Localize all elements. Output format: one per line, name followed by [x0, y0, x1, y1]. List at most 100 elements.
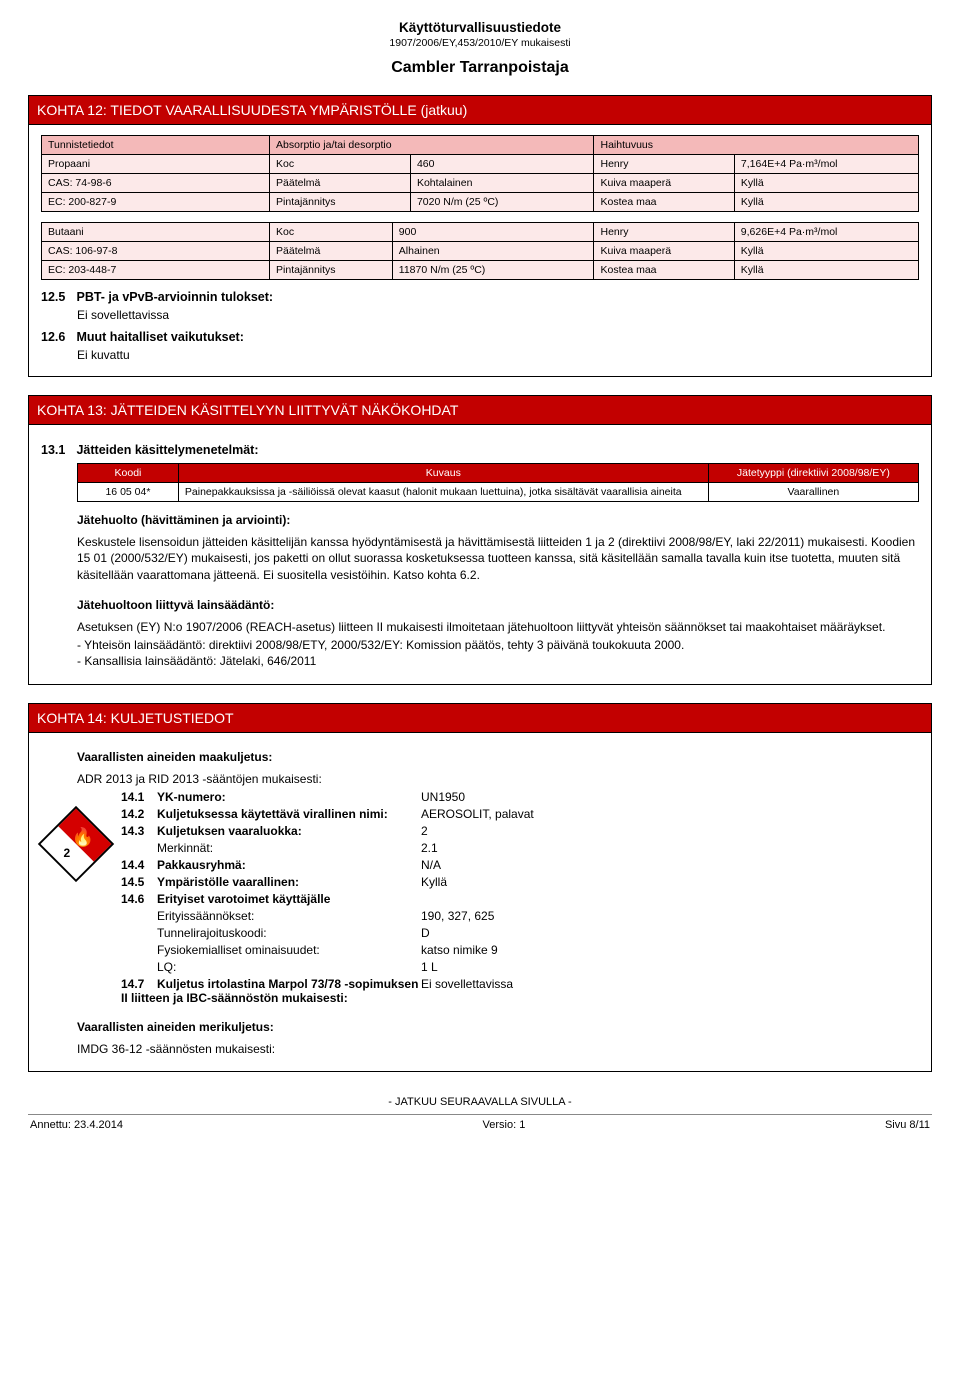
heading-waste-law: Jätehuoltoon liittyvä lainsäädäntö:: [77, 597, 919, 613]
kv-value: 2.1: [421, 841, 919, 855]
cell: 460: [410, 155, 594, 174]
kv-row: 14.1YK-numero:UN1950: [121, 790, 919, 804]
sub-land-transport: ADR 2013 ja RID 2013 -sääntöjen mukaises…: [77, 771, 919, 787]
heading-sea-transport: Vaarallisten aineiden merikuljetus:: [77, 1019, 919, 1035]
cell: Kyllä: [734, 242, 918, 261]
cell: Propaani: [42, 155, 270, 174]
cell: Kostea maa: [594, 261, 734, 280]
para-waste-mgmt: Keskustele lisensoidun jätteiden käsitte…: [77, 534, 919, 583]
th-desc: Kuvaus: [178, 464, 708, 483]
kv-key-wrap: Fysiokemialliset ominaisuudet:: [121, 943, 421, 957]
kv-key: Tunnelirajoituskoodi:: [157, 926, 267, 940]
kv-row: 14.2Kuljetuksessa käytettävä virallinen …: [121, 807, 919, 821]
kv-value: UN1950: [421, 790, 919, 804]
cell: Painepakkauksissa ja -säiliöissä olevat …: [178, 483, 708, 502]
heading-12-5: 12.5 PBT- ja vPvB-arvioinnin tulokset:: [41, 290, 919, 304]
table-row: Propaani Koc 460 Henry 7,164E+4 Pa·m³/mo…: [42, 155, 919, 174]
cell: CAS: 74-98-6: [42, 174, 270, 193]
kv-key: Fysiokemialliset ominaisuudet:: [157, 943, 320, 957]
kv-key-wrap: LQ:: [121, 960, 421, 974]
th-volat: Haihtuvuus: [594, 136, 919, 155]
kv-row: Erityissäännökset:190, 327, 625: [121, 909, 919, 923]
cell: Kuiva maaperä: [594, 242, 734, 261]
cell: Alhainen: [392, 242, 594, 261]
kv-key: Kuljetus irtolastina Marpol 73/78 -sopim…: [121, 977, 418, 1005]
kv-key: YK-numero:: [157, 790, 226, 804]
heading-num: 12.5: [41, 290, 73, 304]
kv-key-wrap: 14.4Pakkausryhmä:: [121, 858, 421, 872]
kv-index: 14.3: [121, 824, 157, 838]
continues-line: - JATKUU SEURAAVALLA SIVULLA -: [28, 1096, 932, 1108]
cell: Pintajännitys: [270, 193, 411, 212]
kv-row: 14.5Ympäristölle vaarallinen:Kyllä: [121, 875, 919, 889]
th-absorp: Absorptio ja/tai desorptio: [270, 136, 594, 155]
table-row: CAS: 106-97-8 Päätelmä Alhainen Kuiva ma…: [42, 242, 919, 261]
cell: Kyllä: [734, 261, 918, 280]
kv-key-wrap: 14.2Kuljetuksessa käytettävä virallinen …: [121, 807, 421, 821]
cell: 7,164E+4 Pa·m³/mol: [734, 155, 918, 174]
sub-sea-transport: IMDG 36-12 -säännösten mukaisesti:: [77, 1041, 919, 1057]
flame-icon: 🔥: [72, 827, 94, 848]
kv-key-wrap: 14.7Kuljetus irtolastina Marpol 73/78 -s…: [121, 977, 421, 1005]
th-code: Koodi: [78, 464, 179, 483]
kv-key-wrap: 14.3Kuljetuksen vaaraluokka:: [121, 824, 421, 838]
heading-text: Muut haitalliset vaikutukset:: [76, 330, 243, 344]
heading-land-transport: Vaarallisten aineiden maakuljetus:: [77, 749, 919, 765]
kv-index: 14.2: [121, 807, 157, 821]
footer-date: Annettu: 23.4.2014: [30, 1119, 123, 1131]
kv-row: Merkinnät: 2.1: [121, 841, 919, 855]
kv-row: Tunnelirajoituskoodi: D: [121, 926, 919, 940]
section-14-rows: 14.1YK-numero:UN195014.2Kuljetuksessa kä…: [121, 787, 919, 1005]
product-name: Cambler Tarranpoistaja: [28, 59, 932, 77]
header-subtitle: 1907/2006/EY,453/2010/EY mukaisesti: [28, 37, 932, 49]
text-12-5: Ei sovellettavissa: [77, 308, 919, 322]
kv-value: 190, 327, 625: [421, 909, 919, 923]
kv-value: 2: [421, 824, 919, 838]
kv-key: Pakkausryhmä:: [157, 858, 246, 872]
cell: Henry: [594, 223, 734, 242]
kv-key-wrap: 14.6Erityiset varotoimet käyttäjälle: [121, 892, 421, 906]
page: Käyttöturvallisuustiedote 1907/2006/EY,4…: [0, 0, 960, 1146]
kv-value: Kyllä: [421, 875, 919, 889]
kv-key: Ympäristölle vaarallinen:: [157, 875, 299, 889]
cell: EC: 203-448-7: [42, 261, 270, 280]
kv-value: D: [421, 926, 919, 940]
kv-row: 14.7Kuljetus irtolastina Marpol 73/78 -s…: [121, 977, 919, 1005]
kv-value: 1 L: [421, 960, 919, 974]
hazard-pictogram: 🔥 2: [41, 787, 121, 1005]
diamond-number: 2: [63, 846, 70, 860]
table-12-header: Tunnistetiedot Absorptio ja/tai desorpti…: [41, 135, 919, 212]
cell: Kuiva maaperä: [594, 174, 734, 193]
cell: Päätelmä: [270, 242, 393, 261]
heading-12-6: 12.6 Muut haitalliset vaikutukset:: [41, 330, 919, 344]
section-14-bar: KOHTA 14: KULJETUSTIEDOT: [28, 703, 932, 732]
kv-row: LQ:1 L: [121, 960, 919, 974]
kv-key-wrap: 14.1YK-numero:: [121, 790, 421, 804]
heading-text: Jätteiden käsittelymenetelmät:: [76, 443, 258, 457]
table-row: EC: 200-827-9 Pintajännitys 7020 N/m (25…: [42, 193, 919, 212]
cell: 9,626E+4 Pa·m³/mol: [734, 223, 918, 242]
kv-key: Merkinnät:: [157, 841, 213, 855]
cell: CAS: 106-97-8: [42, 242, 270, 261]
footer-page: Sivu 8/11: [885, 1119, 930, 1131]
page-header: Käyttöturvallisuustiedote 1907/2006/EY,4…: [28, 20, 932, 77]
kv-key-wrap: Erityissäännökset:: [121, 909, 421, 923]
table-row: EC: 203-448-7 Pintajännitys 11870 N/m (2…: [42, 261, 919, 280]
cell: Kyllä: [734, 174, 918, 193]
header-title: Käyttöturvallisuustiedote: [28, 20, 932, 35]
section-14-content: 🔥 2 14.1YK-numero:UN195014.2Kuljetuksess…: [41, 787, 919, 1005]
kv-row: 14.4Pakkausryhmä:N/A: [121, 858, 919, 872]
para-nat-law: - Kansallisia lainsäädäntö: Jätelaki, 64…: [77, 653, 919, 669]
section-13-bar: KOHTA 13: JÄTTEIDEN KÄSITTELYYN LIITTYVÄ…: [28, 395, 932, 424]
heading-num: 13.1: [41, 443, 73, 457]
kv-key-wrap: Merkinnät:: [121, 841, 421, 855]
cell: 900: [392, 223, 594, 242]
heading-num: 12.6: [41, 330, 73, 344]
section-14-body: Vaarallisten aineiden maakuljetus: ADR 2…: [28, 732, 932, 1073]
kv-key: Kuljetuksessa käytettävä virallinen nimi…: [157, 807, 388, 821]
cell: Kohtalainen: [410, 174, 594, 193]
cell: Kostea maa: [594, 193, 734, 212]
footer-version: Versio: 1: [483, 1119, 526, 1131]
text-12-6: Ei kuvattu: [77, 348, 919, 362]
flammable-diamond-icon: 🔥 2: [38, 806, 114, 882]
